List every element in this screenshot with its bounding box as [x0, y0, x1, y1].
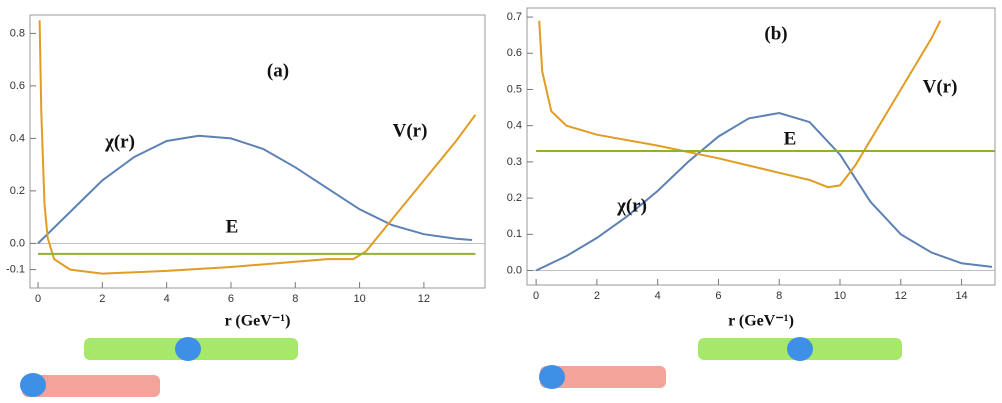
- y-tick-label: 0.3: [507, 156, 522, 168]
- y-tick-label: 0.8: [10, 27, 25, 39]
- annotation: E: [226, 216, 239, 237]
- series-line: [538, 20, 942, 189]
- y-tick-label: 0.0: [507, 264, 522, 276]
- x-tick-label: 6: [715, 290, 721, 302]
- y-tick-label: 0.6: [10, 80, 25, 92]
- series-line: [37, 134, 473, 245]
- x-tick-label: 8: [292, 293, 298, 305]
- x-tick-label: 6: [228, 293, 234, 305]
- y-tick-label: 0.7: [507, 11, 522, 23]
- x-tick-label: 4: [655, 290, 661, 302]
- y-tick-label: -0.1: [6, 264, 25, 276]
- annotation: χ(r): [104, 131, 135, 152]
- illustration: [20, 337, 902, 397]
- annotation: E: [784, 128, 797, 149]
- y-tick-label: 0.4: [507, 120, 522, 132]
- x-tick-label: 10: [353, 293, 365, 305]
- x-tick-label: 8: [776, 290, 782, 302]
- x-axis-label: r (GeV⁻¹): [728, 313, 794, 330]
- x-tick-label: 12: [418, 293, 430, 305]
- x-tick-label: 14: [955, 290, 967, 302]
- plot-frame: [526, 7, 996, 286]
- series-line: [38, 20, 477, 275]
- annotation: V(r): [923, 76, 958, 97]
- pink-band: [540, 366, 666, 388]
- y-tick-label: 0.2: [507, 192, 522, 204]
- x-tick-label: 10: [834, 290, 846, 302]
- annotation: (a): [267, 60, 289, 81]
- y-tick-label: 0.6: [507, 47, 522, 59]
- y-tick-label: 0.5: [507, 83, 522, 95]
- chart-panel: 0 2 4 6 8 10 12 -0.1 0.0 0.2 0.4 0.6 0.8 (a) χ(r) V(r) E…: [6, 14, 486, 330]
- chart-panel: 0 2 4 6 8 10 12 14 0.0 0.1 0.2 0.3 0.4 0.5 0.6 0.7 (b) χ(…: [507, 7, 996, 330]
- annotation: χ(r): [616, 195, 647, 216]
- blue-dot: [175, 337, 201, 361]
- y-tick-label: 0.2: [10, 185, 25, 197]
- x-tick-label: 2: [594, 290, 600, 302]
- series-line: [535, 111, 993, 272]
- y-tick-label: 0.0: [10, 237, 25, 249]
- plot-frame: [29, 14, 486, 289]
- x-tick-label: 4: [164, 293, 170, 305]
- x-tick-label: 0: [533, 290, 539, 302]
- x-tick-label: 2: [99, 293, 105, 305]
- annotation: (b): [764, 23, 787, 44]
- pink-band: [22, 375, 160, 397]
- blue-dot: [20, 373, 46, 397]
- y-tick-label: 0.4: [10, 132, 25, 144]
- annotation: V(r): [393, 120, 428, 141]
- x-axis-label: r (GeV⁻¹): [225, 313, 291, 330]
- x-tick-label: 0: [35, 293, 41, 305]
- blue-dot: [539, 365, 565, 389]
- x-tick-label: 12: [895, 290, 907, 302]
- blue-dot: [787, 337, 813, 361]
- y-tick-label: 0.1: [507, 228, 522, 240]
